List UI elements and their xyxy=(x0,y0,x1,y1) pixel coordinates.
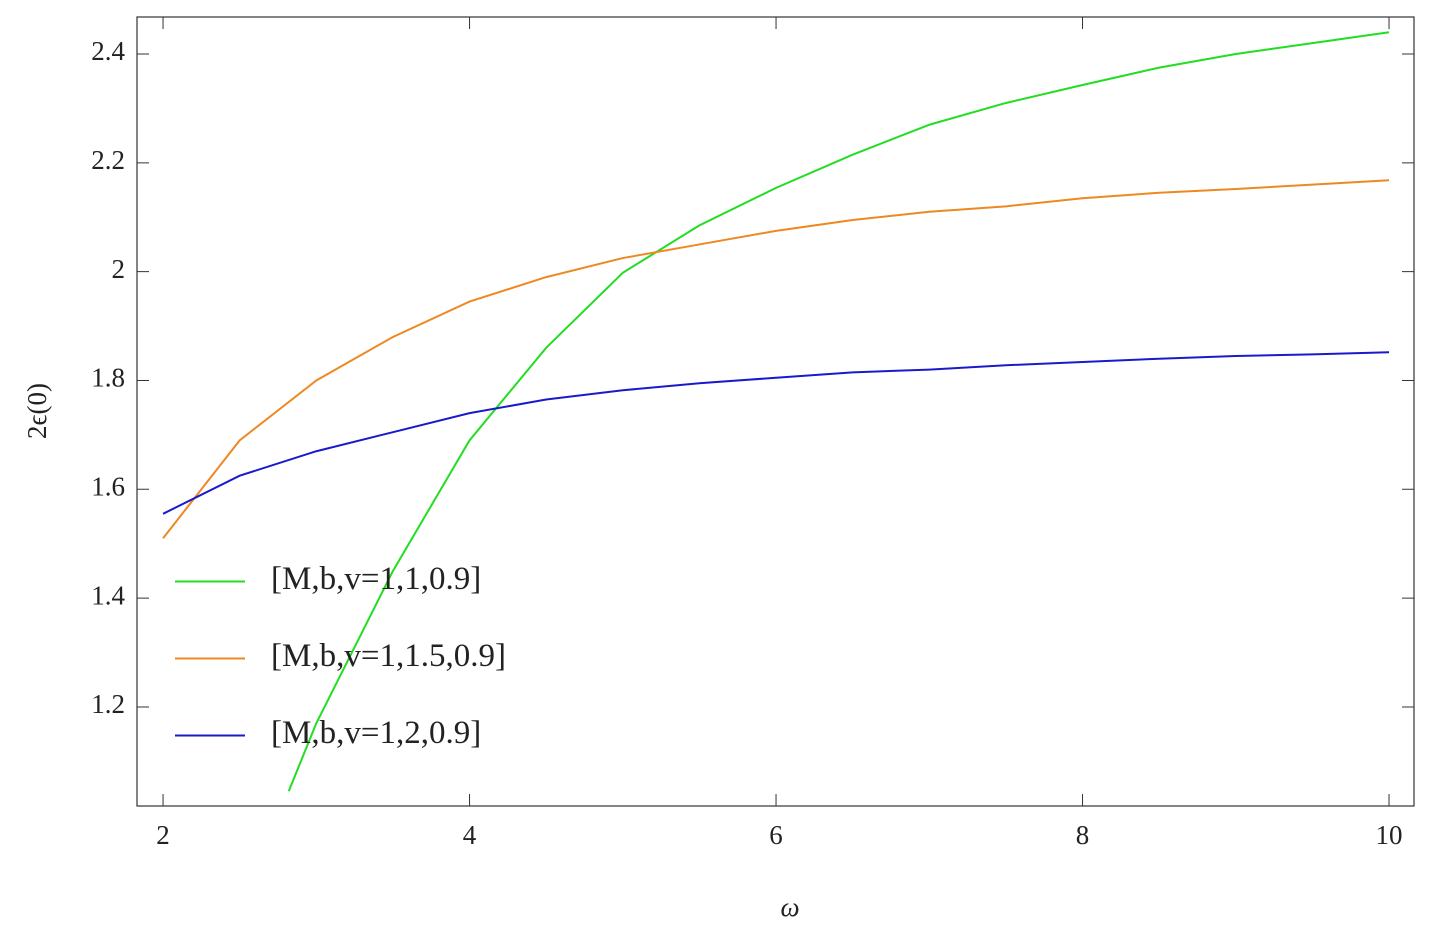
x-axis-label: ω xyxy=(780,892,799,922)
plot-frame xyxy=(136,16,1415,807)
y-tick-label: 2.4 xyxy=(91,36,125,66)
x-tick-label: 6 xyxy=(769,820,783,850)
y-tick-label: 1.2 xyxy=(91,689,125,719)
y-tick-label: 2.2 xyxy=(91,145,125,175)
series-line xyxy=(162,179,1390,539)
x-tick-label: 8 xyxy=(1076,820,1090,850)
x-tick-label: 10 xyxy=(1376,820,1403,850)
x-tick-label: 2 xyxy=(156,820,170,850)
x-tick-label: 4 xyxy=(463,820,477,850)
y-tick-label: 2 xyxy=(112,254,126,284)
y-tick-label: 1.4 xyxy=(91,580,125,610)
legend-label: [M,b,v=1,1.5,0.9] xyxy=(271,638,506,674)
y-axis-label: 2ϵ(0) xyxy=(22,383,52,439)
y-tick-label: 1.8 xyxy=(91,363,125,393)
series-line xyxy=(162,351,1390,515)
legend-label: [M,b,v=1,2,0.9] xyxy=(271,715,481,751)
legend-label: [M,b,v=1,1,0.9] xyxy=(271,561,481,597)
y-tick-label: 1.6 xyxy=(91,472,125,502)
series-line xyxy=(287,31,1390,792)
